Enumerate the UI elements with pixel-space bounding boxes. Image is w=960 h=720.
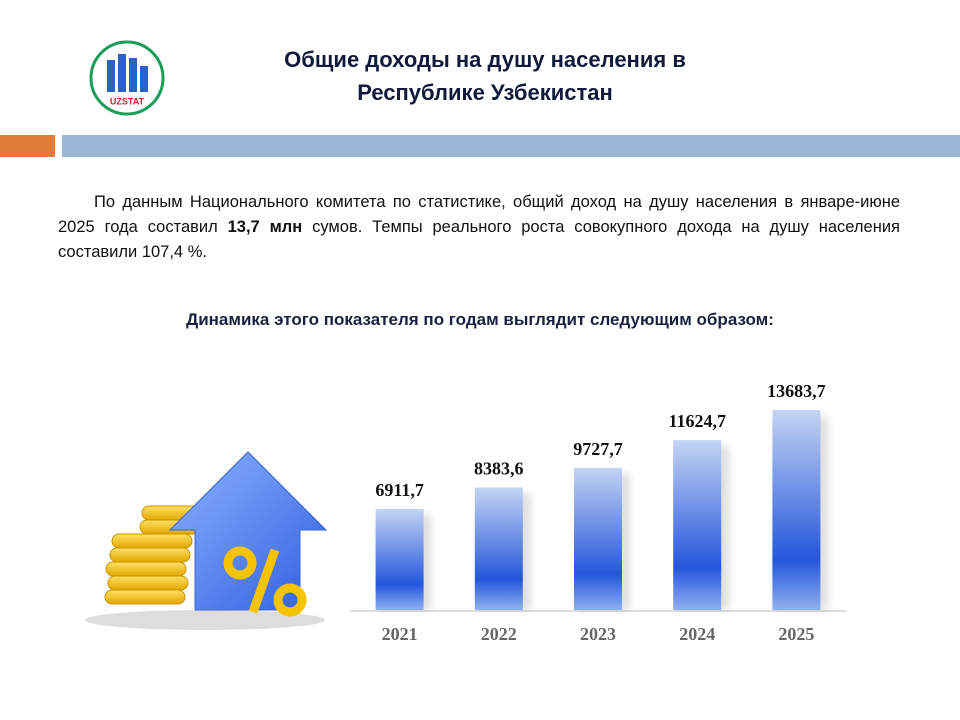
bar (375, 508, 424, 610)
x-tick-label: 2021 (382, 624, 418, 644)
illustration (85, 451, 328, 630)
data-label: 8383,6 (474, 459, 524, 479)
bar (474, 487, 523, 610)
x-tick-label: 2025 (778, 624, 814, 644)
x-tick-label: 2023 (580, 624, 616, 644)
data-label: 9727,7 (573, 439, 623, 459)
data-label: 6911,7 (375, 480, 424, 500)
title: Республике Узбекистан (357, 80, 613, 105)
title: Общие доходы на душу населения в (284, 47, 686, 72)
logo: UZSTAT (89, 40, 165, 116)
accent-bar (0, 135, 55, 157)
bar (673, 440, 722, 610)
data-label: 11624,7 (668, 411, 726, 431)
text: 13,7 млн (227, 218, 303, 236)
data-label: 13683,7 (767, 381, 826, 401)
bar (772, 410, 821, 610)
x-tick-label: 2022 (481, 624, 517, 644)
header-bar (62, 135, 960, 157)
subtitle: Динамика этого показателя по годам выгля… (186, 310, 774, 329)
logo-text: UZSTAT (110, 96, 145, 106)
paragraph: По данным Национального комитета по стат… (58, 190, 900, 265)
text: сумов. Темпы реального роста совокупного… (58, 218, 900, 261)
x-tick-label: 2024 (679, 624, 715, 644)
bar (574, 467, 622, 610)
text: По данным Национального комитета по стат… (58, 193, 900, 236)
